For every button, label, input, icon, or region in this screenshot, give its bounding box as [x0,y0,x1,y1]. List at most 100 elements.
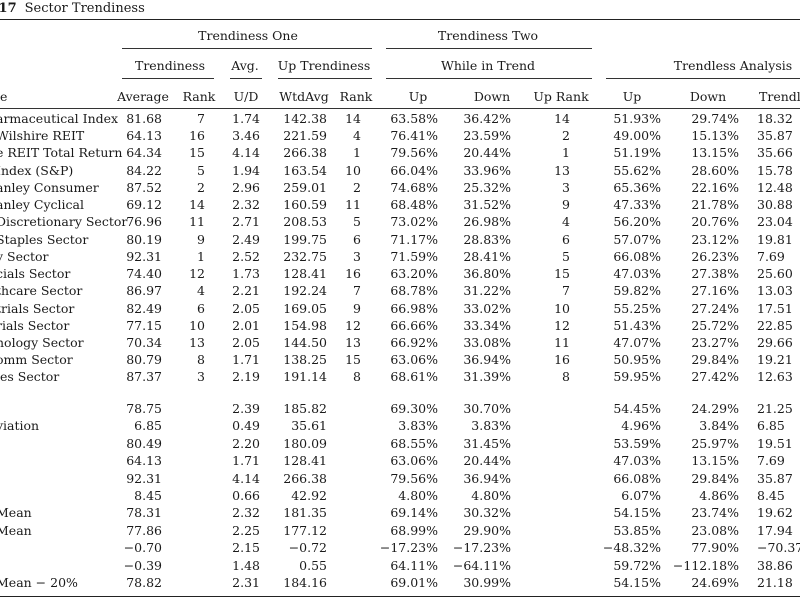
cell-down: 33.08% [463,334,511,350]
cell-wtdavg: 128.41 [283,266,327,282]
cell-rank-2: 7 [353,283,361,299]
cell-up-rank: 11 [554,334,570,350]
cell-average: 64.13 [126,128,162,144]
cell-name: anley Consumer [0,179,99,195]
cell-rank-2: 13 [345,334,361,350]
cell-up-rank: 14 [554,111,570,126]
cell-ud: 2.49 [232,231,260,247]
cell-trendless: 18.32 [757,111,793,126]
cell-average: 78.31 [126,505,162,521]
cell-up-2: 54.15% [613,505,661,521]
cell-trendless: 30.88 [757,197,793,213]
cell-average: 74.40 [126,266,162,282]
cell-rank-2: 9 [353,300,361,316]
group-header-trendiness-one: Trendiness One [198,28,298,43]
cell-down: 3.83% [471,418,511,434]
table-caption: .17 Sector Trendiness [0,0,145,20]
cell-up: 71.17% [390,231,438,247]
cell-up-rank: 3 [562,179,570,195]
cell-trendless: 25.60 [757,266,793,282]
cell-name: cials Sector [0,266,71,282]
cell-name: Discretionary Sector [0,214,128,230]
cell-wtdavg: 185.82 [283,401,327,416]
cell-average: 82.49 [126,300,162,316]
cell-trendless: 29.66 [757,334,793,350]
cell-up-2: 54.15% [613,575,661,590]
cell-up-rank: 5 [562,248,570,264]
cell-up-2: 51.19% [613,145,661,161]
cell-up-2: 47.03% [613,453,661,469]
cell-average: −0.39 [123,557,162,573]
cell-down: 30.99% [463,575,511,590]
cell-rank: 7 [197,111,205,126]
cell-up: 68.61% [390,369,438,385]
cell-up: 66.92% [390,334,438,350]
cell-wtdavg: 192.24 [283,283,327,299]
cell-name: thcare Sector [0,283,83,299]
cell-rank: 13 [189,334,205,350]
column-header-rank-2: Rank [339,89,373,104]
cell-average: 87.52 [126,179,162,195]
cell-rank: 12 [189,266,205,282]
cell-average: 80.49 [126,435,162,451]
cell-down-2: 27.24% [691,300,739,316]
cell-up-2: 47.33% [613,197,661,213]
cell-wtdavg: 160.59 [283,197,327,213]
cell-name: Mean − 20% [0,575,78,590]
cell-down: 26.98% [463,214,511,230]
cell-average: 76.96 [126,214,162,230]
cell-trendless: 19.81 [757,231,793,247]
subgroup-rule-trendiness [122,78,214,79]
cell-down: 33.96% [463,162,511,178]
cell-ud: 1.94 [232,162,260,178]
cell-up-2: 56.20% [613,214,661,230]
cell-up-rank: 13 [554,162,570,178]
cell-wtdavg: 142.38 [283,111,327,126]
column-header-up-rank: Up Rank [533,89,589,104]
cell-ud: 1.71 [232,352,260,368]
cell-up: 66.98% [390,300,438,316]
cell-rank-2: 2 [353,179,361,195]
cell-ud: 2.19 [232,369,260,385]
cell-down-2: 15.13% [691,128,739,144]
cell-down-2: 23.12% [691,231,739,247]
cell-up-rank: 6 [562,231,570,247]
cell-wtdavg: 184.16 [283,575,327,590]
cell-up: 64.11% [390,557,438,573]
subgroup-rule-avg [230,78,262,79]
cell-up-2: 65.36% [613,179,661,195]
header-rule [0,108,800,109]
cell-rank-2: 11 [345,197,361,213]
cell-up-2: −48.32% [602,540,661,556]
cell-up: 63.58% [390,111,438,126]
cell-wtdavg: 177.12 [283,522,327,538]
cell-down-2: 28.60% [691,162,739,178]
cell-up-2: 50.95% [613,352,661,368]
cell-ud: 0.49 [232,418,260,434]
subheader-trendiness: Trendiness [134,58,206,73]
cell-ud: 3.46 [232,128,260,144]
cell-down-2: 24.69% [691,575,739,590]
cell-ud: 2.52 [232,248,260,264]
cell-up: 66.04% [390,162,438,178]
cell-trendless: 21.25 [757,401,793,416]
cell-down: 20.44% [463,145,511,161]
cell-up: 68.55% [390,435,438,451]
table-title: Sector Trendiness [24,1,145,16]
cell-average: 69.12 [126,197,162,213]
column-header-up-2: Up [622,89,642,104]
column-header-average: Average [117,89,169,104]
cell-down: 33.34% [463,317,511,333]
cell-average: −0.70 [123,540,162,556]
column-header-ud: U/D [233,89,259,104]
cell-name: ies Sector [0,369,60,385]
cell-wtdavg: 208.53 [283,214,327,230]
cell-up-2: 53.85% [613,522,661,538]
cell-average: 86.97 [126,283,162,299]
cell-rank: 2 [197,179,205,195]
cell-down-2: 77.90% [691,540,739,556]
cell-rank-2: 3 [353,248,361,264]
cell-average: 81.68 [126,111,162,126]
cell-down: 36.80% [463,266,511,282]
cell-down: 23.59% [463,128,511,144]
